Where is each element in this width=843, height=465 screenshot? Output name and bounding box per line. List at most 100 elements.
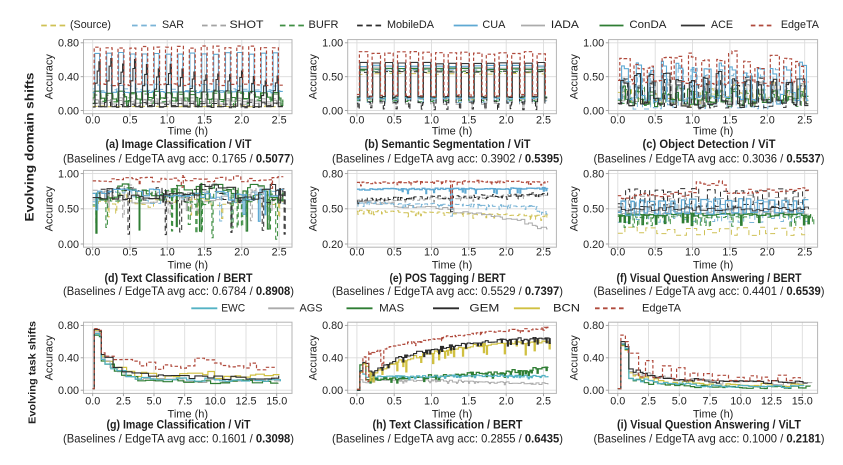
svg-text:1.5: 1.5 xyxy=(722,247,737,259)
svg-text:Accuracy: Accuracy xyxy=(569,54,581,100)
svg-text:0.20: 0.20 xyxy=(322,239,343,251)
svg-text:0.0: 0.0 xyxy=(85,247,100,259)
svg-text:EdgeTA: EdgeTA xyxy=(781,19,820,31)
svg-text:12.5: 12.5 xyxy=(761,396,782,408)
svg-text:1.0: 1.0 xyxy=(160,247,175,259)
svg-text:1.5: 1.5 xyxy=(461,396,476,408)
svg-text:0.5: 0.5 xyxy=(122,247,137,259)
svg-text:2.0: 2.0 xyxy=(499,396,514,408)
svg-text:Accuracy: Accuracy xyxy=(308,335,320,381)
svg-text:2.0: 2.0 xyxy=(760,115,775,127)
svg-text:(a) Image Classification / ViT: (a) Image Classification / ViT xyxy=(106,137,253,151)
svg-text:1.00: 1.00 xyxy=(322,38,343,50)
svg-text:1.5: 1.5 xyxy=(722,115,737,127)
svg-text:(Baselines / EdgeTA avg acc: 0: (Baselines / EdgeTA avg acc: 0.5529 / 0.… xyxy=(332,284,563,298)
svg-text:(Baselines / EdgeTA avg acc: 0: (Baselines / EdgeTA avg acc: 0.1765 / 0.… xyxy=(63,151,294,165)
svg-text:0.40: 0.40 xyxy=(58,72,79,84)
svg-text:(Baselines / EdgeTA avg acc: 0: (Baselines / EdgeTA avg acc: 0.2855 / 0.… xyxy=(332,432,563,446)
svg-text:(h) Text Classification / BERT: (h) Text Classification / BERT xyxy=(373,418,524,432)
svg-text:2.0: 2.0 xyxy=(234,115,249,127)
svg-text:0.0: 0.0 xyxy=(610,247,625,259)
svg-text:1.0: 1.0 xyxy=(160,115,175,127)
svg-text:1.5: 1.5 xyxy=(461,115,476,127)
svg-text:0.0: 0.0 xyxy=(610,396,625,408)
svg-text:2.5: 2.5 xyxy=(272,247,287,259)
svg-text:0.80: 0.80 xyxy=(58,38,79,50)
svg-text:0.00: 0.00 xyxy=(583,105,604,117)
svg-text:1.5: 1.5 xyxy=(197,247,212,259)
svg-text:2.5: 2.5 xyxy=(536,396,551,408)
svg-text:2.5: 2.5 xyxy=(272,115,287,127)
svg-text:Accuracy: Accuracy xyxy=(43,54,55,100)
svg-text:10.0: 10.0 xyxy=(730,396,751,408)
svg-text:Time (h): Time (h) xyxy=(432,408,473,420)
svg-text:(e) POS Tagging / BERT: (e) POS Tagging / BERT xyxy=(390,271,507,285)
svg-text:0.5: 0.5 xyxy=(387,396,402,408)
svg-text:(i) Visual Question Answering: (i) Visual Question Answering / ViLT xyxy=(617,418,802,432)
svg-text:0.80: 0.80 xyxy=(322,168,343,180)
svg-text:15.0: 15.0 xyxy=(792,396,813,408)
svg-text:0.80: 0.80 xyxy=(583,320,604,332)
svg-text:ConDA: ConDA xyxy=(629,19,667,31)
svg-text:Evolving task shifts: Evolving task shifts xyxy=(26,321,38,424)
svg-text:10.0: 10.0 xyxy=(205,396,226,408)
svg-text:Accuracy: Accuracy xyxy=(569,335,581,381)
svg-text:0.50: 0.50 xyxy=(583,72,604,84)
svg-text:0.5: 0.5 xyxy=(648,247,663,259)
svg-text:2.0: 2.0 xyxy=(499,115,514,127)
svg-text:0.20: 0.20 xyxy=(583,239,604,251)
svg-text:0.5: 0.5 xyxy=(648,115,663,127)
svg-text:(f) Visual Question Answering: (f) Visual Question Answering / BERT xyxy=(617,271,803,285)
svg-text:0.00: 0.00 xyxy=(58,385,79,397)
svg-text:SAR: SAR xyxy=(162,19,184,31)
svg-text:5.0: 5.0 xyxy=(146,396,161,408)
svg-text:0.0: 0.0 xyxy=(610,115,625,127)
svg-text:Evolving domain shifts: Evolving domain shifts xyxy=(23,72,37,221)
svg-text:Accuracy: Accuracy xyxy=(308,186,320,232)
svg-text:1.0: 1.0 xyxy=(424,247,439,259)
svg-text:0.40: 0.40 xyxy=(583,353,604,365)
svg-text:Time (h): Time (h) xyxy=(168,260,209,272)
svg-text:EdgeTA: EdgeTA xyxy=(642,303,682,315)
svg-text:0.80: 0.80 xyxy=(322,320,343,332)
svg-text:Time (h): Time (h) xyxy=(693,408,734,420)
svg-text:1.5: 1.5 xyxy=(461,247,476,259)
svg-text:0.40: 0.40 xyxy=(322,353,343,365)
svg-text:BCN: BCN xyxy=(553,303,580,315)
svg-text:2.5: 2.5 xyxy=(797,247,812,259)
svg-text:MAS: MAS xyxy=(379,303,404,315)
svg-text:5.0: 5.0 xyxy=(672,396,687,408)
svg-text:0.40: 0.40 xyxy=(58,353,79,365)
svg-text:Time (h): Time (h) xyxy=(693,260,734,272)
svg-text:1.0: 1.0 xyxy=(685,247,700,259)
svg-text:2.0: 2.0 xyxy=(234,247,249,259)
svg-text:0.50: 0.50 xyxy=(322,72,343,84)
svg-text:MobileDA: MobileDA xyxy=(387,19,435,31)
svg-text:1.0: 1.0 xyxy=(685,115,700,127)
svg-text:BUFR: BUFR xyxy=(309,19,339,31)
svg-text:(Baselines / EdgeTA avg acc: 0: (Baselines / EdgeTA avg acc: 0.6784 / 0.… xyxy=(63,284,294,298)
svg-text:(Baselines / EdgeTA avg acc: 0: (Baselines / EdgeTA avg acc: 0.1601 / 0.… xyxy=(63,432,294,446)
svg-text:0.50: 0.50 xyxy=(58,204,79,216)
svg-text:(Baselines / EdgeTA avg acc: 0: (Baselines / EdgeTA avg acc: 0.1000 / 0.… xyxy=(594,432,825,446)
svg-text:7.5: 7.5 xyxy=(177,396,192,408)
svg-text:Time (h): Time (h) xyxy=(432,260,473,272)
svg-text:Accuracy: Accuracy xyxy=(43,186,55,232)
svg-text:Time (h): Time (h) xyxy=(432,126,473,138)
svg-text:0.0: 0.0 xyxy=(349,247,364,259)
svg-text:(Baselines / EdgeTA avg acc: 0: (Baselines / EdgeTA avg acc: 0.3036 / 0.… xyxy=(594,151,825,165)
svg-text:12.5: 12.5 xyxy=(235,396,256,408)
svg-text:Time (h): Time (h) xyxy=(693,126,734,138)
svg-text:0.00: 0.00 xyxy=(58,105,79,117)
svg-text:7.5: 7.5 xyxy=(702,396,717,408)
svg-text:0.0: 0.0 xyxy=(85,115,100,127)
svg-text:2.0: 2.0 xyxy=(760,247,775,259)
svg-text:(d) Text Classification / BERT: (d) Text Classification / BERT xyxy=(105,271,254,285)
svg-text:1.5: 1.5 xyxy=(197,115,212,127)
svg-text:CUA: CUA xyxy=(482,19,506,31)
svg-text:Accuracy: Accuracy xyxy=(308,54,320,100)
svg-text:AGS: AGS xyxy=(300,303,323,315)
svg-text:2.0: 2.0 xyxy=(499,247,514,259)
svg-text:0.0: 0.0 xyxy=(349,115,364,127)
svg-text:(c) Object Detection / ViT: (c) Object Detection / ViT xyxy=(643,137,777,151)
